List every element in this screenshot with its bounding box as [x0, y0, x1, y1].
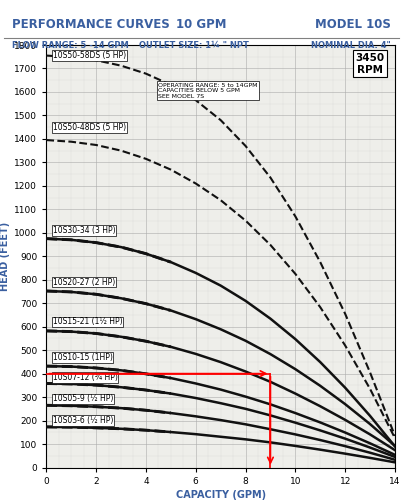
- Text: 10S07-12 (¾ HP): 10S07-12 (¾ HP): [52, 373, 117, 382]
- Text: 10S50-48DS (5 HP): 10S50-48DS (5 HP): [52, 122, 126, 132]
- Text: 10S03-6 (½ HP): 10S03-6 (½ HP): [52, 416, 113, 425]
- Text: 3450
RPM: 3450 RPM: [355, 53, 384, 74]
- Text: FLOW RANGE: 5 -14 GPM: FLOW RANGE: 5 -14 GPM: [12, 41, 129, 50]
- Text: 10S15-21 (1½ HP): 10S15-21 (1½ HP): [52, 318, 122, 326]
- Text: OUTLET SIZE: 1¼ " NPT: OUTLET SIZE: 1¼ " NPT: [139, 41, 248, 50]
- Text: 10 GPM: 10 GPM: [176, 18, 227, 30]
- Text: OPERATING RANGE: 5 to 14GPM
CAPACITIES BELOW 5 GPM
SEE MODEL 7S: OPERATING RANGE: 5 to 14GPM CAPACITIES B…: [158, 82, 258, 99]
- Text: 10S20-27 (2 HP): 10S20-27 (2 HP): [52, 278, 115, 286]
- X-axis label: CAPACITY (GPM): CAPACITY (GPM): [176, 490, 266, 500]
- Text: 10S30-34 (3 HP): 10S30-34 (3 HP): [52, 226, 115, 235]
- Text: PERFORMANCE CURVES: PERFORMANCE CURVES: [12, 18, 170, 30]
- Text: 10S10-15 (1HP): 10S10-15 (1HP): [52, 353, 112, 362]
- Text: 10S05-9 (½ HP): 10S05-9 (½ HP): [52, 394, 113, 404]
- Text: MODEL 10S: MODEL 10S: [315, 18, 391, 30]
- Text: 10S50-58DS (5 HP): 10S50-58DS (5 HP): [52, 51, 126, 60]
- Text: NOMINAL DIA. 4": NOMINAL DIA. 4": [311, 41, 391, 50]
- Y-axis label: HEAD (FEET): HEAD (FEET): [0, 222, 10, 291]
